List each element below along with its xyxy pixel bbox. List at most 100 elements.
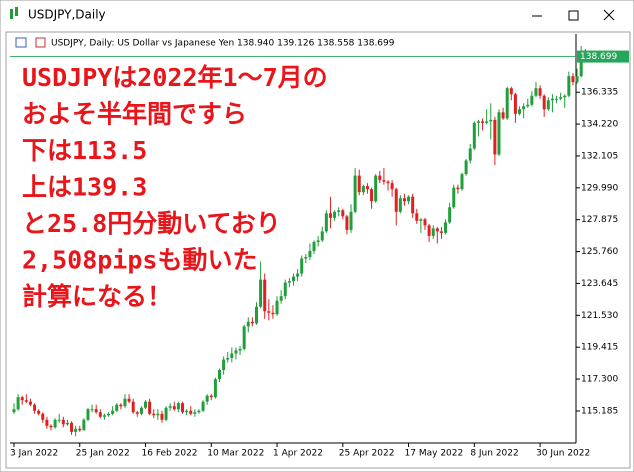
candle-body [139,407,143,414]
x-tick-label: 3 Jan 2022 [10,449,58,459]
candle-body [337,210,341,212]
candle-body [246,321,250,327]
header-icon [35,37,46,48]
candle-body [365,186,369,190]
candle-body [427,225,431,236]
candle-body [328,213,332,218]
candle-body [242,326,246,349]
candle-body [493,119,497,155]
candle-body [316,240,320,242]
x-tick-label: 25 Apr 2022 [339,449,395,459]
annotation: 2,508pipsも動いた [22,246,257,275]
candle-body [283,282,287,297]
candle-body [341,210,345,217]
candle-body [534,88,538,96]
candle-body [476,121,480,123]
candle-body [102,415,106,417]
candle-body [172,406,176,410]
candle-body [431,228,435,236]
x-tick-label: 8 Jun 2022 [470,449,518,459]
candle-body [123,398,127,407]
candle-body [41,413,45,420]
candle-body [12,409,16,413]
chart-header: USDJPY, Daily: US Dollar vs Japanese Yen… [51,39,395,49]
candle-body [135,412,139,414]
y-tick-label: 132.105 [581,151,618,161]
candle-body [49,425,53,428]
candle-body [119,404,123,407]
candle-body [526,104,530,107]
candle-body [61,419,65,425]
candle-body [238,348,242,351]
candle-body [213,379,217,398]
app-icon [15,7,18,16]
candle-body [131,401,135,413]
candle-body [452,187,456,208]
candle-body [563,95,567,98]
candle-body [107,413,111,416]
candle-body [485,121,489,123]
y-tick-label: 117.300 [581,375,618,385]
last-price-label: 138.699 [580,52,617,62]
candle-body [209,395,213,398]
candle-body [148,401,152,414]
candle-body [156,413,160,416]
candle-body [78,428,82,431]
candle-body [312,241,316,251]
y-tick-label: 119.415 [581,343,618,353]
candle-body [144,401,148,408]
candle-body [74,428,78,432]
candle-body [300,258,304,274]
candle-body [456,187,460,190]
window-title: USDJPY,Daily [28,8,106,22]
candle-body [70,422,74,432]
y-tick-label: 115.185 [581,406,618,416]
maximize-button[interactable] [568,10,579,21]
candle-body [279,296,283,301]
candle-body [398,198,402,212]
candle-body [489,119,493,122]
candle-body [353,175,357,212]
candle-body [86,409,90,420]
candle-body [308,250,312,258]
candle-body [386,181,390,184]
x-tick-label: 1 Apr 2022 [273,449,323,459]
candle-body [160,413,164,420]
candle-body [185,410,189,413]
candle-body [407,196,411,202]
x-tick-label: 16 Feb 2022 [142,449,198,459]
candle-body [411,196,415,214]
x-tick-label: 17 May 2022 [405,449,464,459]
candle-body [550,98,554,101]
annotation: 上は139.3 [22,173,147,202]
candle-body [201,401,205,411]
candle-body [267,311,271,313]
candle-body [218,370,221,380]
candle-body [439,231,443,233]
candle-body [152,413,156,416]
candle-body [304,257,308,259]
candle-body [320,231,324,241]
close-button[interactable] [603,9,615,21]
candle-body [546,100,550,110]
annotation: と25.8円分動いており [22,209,281,238]
candle-body [53,419,57,428]
y-tick-label: 121.530 [581,311,618,321]
candle-body [234,350,238,354]
candle-body [349,211,353,230]
candle-body [472,122,476,149]
candle-body [559,97,563,99]
candle-body [513,94,517,114]
candle-body [168,406,172,408]
candle-body [542,95,546,110]
candle-body [402,198,406,202]
candle-body [28,401,32,405]
candle-body [16,397,20,410]
candle-body [481,121,485,123]
candle-body [181,403,185,413]
candle-body [45,419,49,426]
y-tick-label: 125.760 [581,247,618,257]
candle-body [497,112,501,155]
app-icon [10,9,13,19]
candle-body [579,52,583,77]
